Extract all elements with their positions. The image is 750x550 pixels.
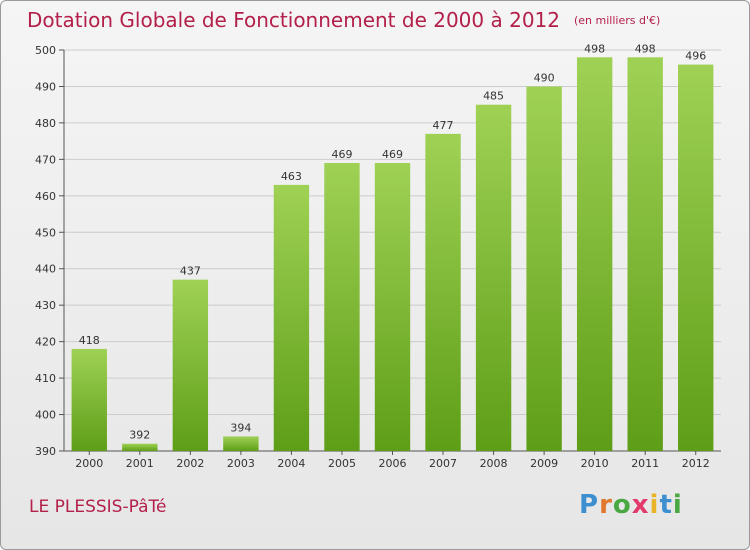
data-label-2003: 394 bbox=[230, 421, 251, 434]
y-tick-label: 400 bbox=[35, 409, 56, 422]
y-tick-label: 430 bbox=[35, 299, 56, 312]
proxiti-logo[interactable]: Proxiti bbox=[579, 490, 683, 520]
y-tick-label: 500 bbox=[35, 44, 56, 57]
x-tick-label-2004: 2004 bbox=[277, 457, 305, 470]
x-tick-label-2000: 2000 bbox=[75, 457, 103, 470]
bar-2000 bbox=[71, 348, 107, 451]
x-tick-label-2008: 2008 bbox=[480, 457, 508, 470]
x-tick-label-2005: 2005 bbox=[328, 457, 356, 470]
y-tick-label: 450 bbox=[35, 226, 56, 239]
x-tick-label-2012: 2012 bbox=[682, 457, 710, 470]
bar-2002 bbox=[172, 279, 209, 451]
x-tick-label-2001: 2001 bbox=[126, 457, 154, 470]
x-tick-label-2002: 2002 bbox=[176, 457, 204, 470]
bar-2001 bbox=[122, 443, 158, 451]
y-tick-label: 460 bbox=[35, 190, 56, 203]
x-tick-label-2003: 2003 bbox=[227, 457, 255, 470]
y-tick-label: 390 bbox=[35, 445, 56, 458]
data-label-2008: 485 bbox=[483, 90, 504, 103]
data-label-2000: 418 bbox=[79, 334, 100, 347]
bar-2011 bbox=[627, 57, 663, 452]
y-tick-label: 440 bbox=[35, 263, 56, 276]
bar-2004 bbox=[273, 184, 310, 451]
bar-2007 bbox=[425, 133, 461, 451]
bar-2012 bbox=[678, 64, 714, 451]
x-tick-label-2007: 2007 bbox=[429, 457, 457, 470]
bar-2009 bbox=[526, 86, 562, 452]
y-tick-label: 420 bbox=[35, 336, 56, 349]
data-label-2011: 498 bbox=[635, 42, 656, 55]
chart-title: Dotation Globale de Fonctionnement de 20… bbox=[27, 8, 660, 32]
data-labels: 418 392 437 394 463 469 469 477 485 490 498 498 496 bbox=[79, 42, 706, 441]
y-tick-label: 490 bbox=[35, 80, 56, 93]
data-label-2006: 469 bbox=[382, 148, 403, 161]
bar-2006 bbox=[374, 163, 411, 451]
bar-2003 bbox=[223, 436, 259, 451]
x-tick-label-2009: 2009 bbox=[530, 457, 558, 470]
data-label-2001: 392 bbox=[129, 429, 150, 442]
bar-2010 bbox=[576, 57, 613, 452]
data-label-2007: 477 bbox=[433, 119, 454, 132]
chart-unit: (en milliers d'€) bbox=[574, 14, 661, 27]
x-tick-label-2011: 2011 bbox=[631, 457, 659, 470]
data-label-2009: 490 bbox=[534, 71, 555, 84]
bars bbox=[71, 57, 714, 452]
data-label-2010: 498 bbox=[584, 42, 605, 55]
x-tick-label-2006: 2006 bbox=[379, 457, 407, 470]
bar-2005 bbox=[324, 163, 360, 451]
y-tick-label: 470 bbox=[35, 153, 56, 166]
y-tick-label: 480 bbox=[35, 117, 56, 130]
data-label-2004: 463 bbox=[281, 170, 302, 183]
data-label-2005: 469 bbox=[331, 148, 352, 161]
data-label-2002: 437 bbox=[180, 265, 201, 278]
chart-title-text: Dotation Globale de Fonctionnement de 20… bbox=[27, 8, 560, 32]
data-label-2012: 496 bbox=[685, 50, 706, 63]
x-tick-label-2010: 2010 bbox=[581, 457, 609, 470]
bar-2008 bbox=[475, 104, 512, 451]
y-tick-label: 410 bbox=[35, 372, 56, 385]
commune-name: LE PLESSIS-PâTé bbox=[29, 497, 167, 517]
